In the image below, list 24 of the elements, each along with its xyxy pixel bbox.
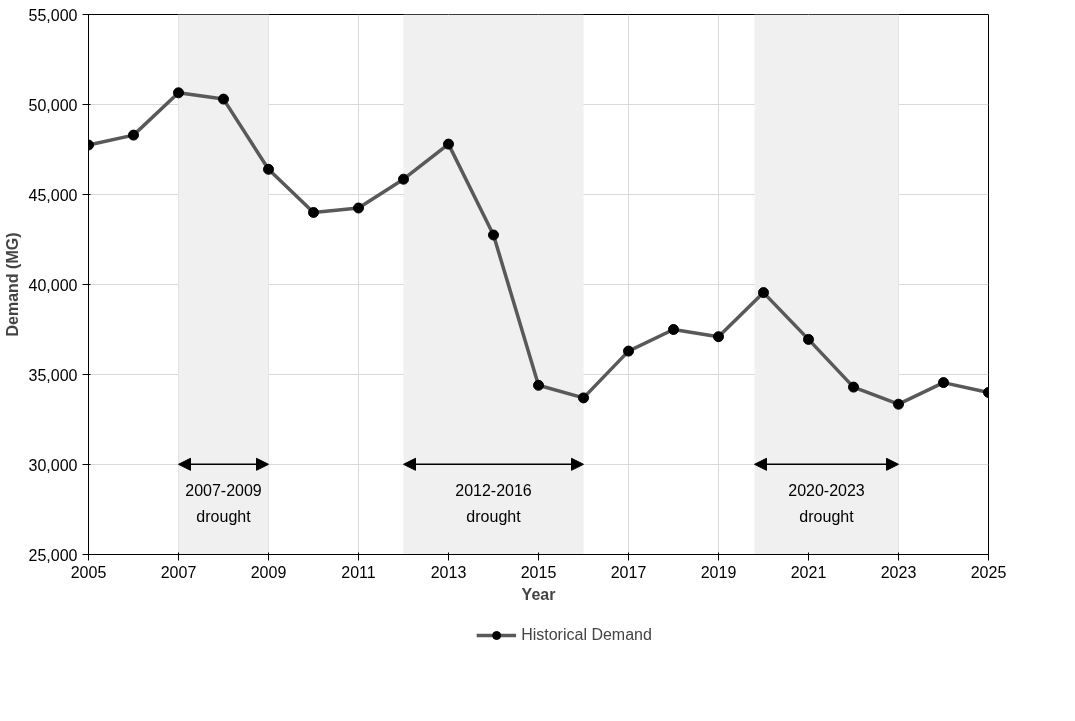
band-label: 2012-2016 drought [455,482,532,526]
x-tick-label: 2013 [430,563,467,581]
x-tick-label: 2019 [700,563,737,581]
y-tick-label: 25,000 [28,546,78,564]
x-tick-label: 2011 [341,563,376,581]
x-tick-label: 2021 [790,563,827,581]
x-tick-label: 2015 [520,563,557,581]
y-tick-label: 35,000 [28,366,78,384]
y-axis-title: Demand (MG) [3,232,21,337]
y-tick-label: 55,000 [28,6,78,24]
x-tick-label: 2017 [610,563,647,581]
band-label: 2007-2009 drought [185,482,262,526]
x-tick-label: 2025 [970,563,1007,581]
y-tick-label: 45,000 [28,186,78,204]
y-tick-label: 30,000 [28,456,78,474]
x-tick-label: 2023 [880,563,917,581]
x-axis-title: Year [521,585,556,603]
y-tick-label: 40,000 [28,276,78,294]
band-label: 2020-2023 drought [788,482,865,526]
x-tick-label: 2009 [250,563,287,581]
x-tick-label: 2005 [70,563,107,581]
x-tick-label: 2007 [160,563,197,581]
legend-label: Historical Demand [521,626,652,644]
y-tick-label: 50,000 [28,96,78,114]
